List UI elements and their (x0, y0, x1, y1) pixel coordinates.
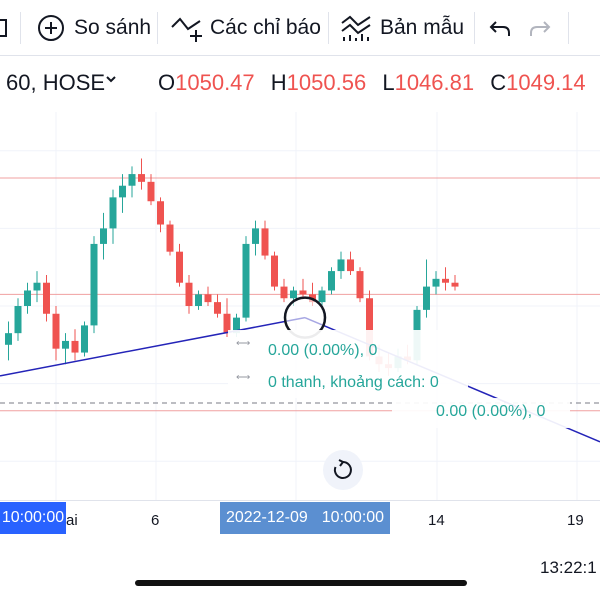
candle-body (451, 282, 459, 287)
ohlc-open-value: 1050.47 (175, 70, 255, 95)
redo-icon (530, 21, 551, 36)
candle-body (147, 181, 155, 202)
measure-change: 0.00 (0.00%), 0 (268, 342, 378, 359)
candle-body (290, 290, 297, 299)
status-clock: 13:22:1 (540, 558, 597, 577)
candle-body (119, 185, 126, 198)
crosshair-time: 10:00:00 (321, 509, 385, 526)
ohlc-readout: O1050.47 H1050.56 L1046.81 C1049.14 (158, 70, 586, 96)
candle-body (43, 282, 50, 314)
candle-body (242, 243, 250, 318)
templates-label: Bản mẫu (380, 16, 465, 39)
candle-body (432, 278, 440, 287)
price-chart[interactable] (0, 112, 600, 500)
candle-body (24, 290, 31, 306)
toolbar-divider (474, 12, 475, 44)
candle-body (185, 282, 193, 306)
candle-body (100, 228, 107, 244)
candle-body (223, 313, 231, 334)
candle-body (5, 333, 12, 345)
reset-chart-button[interactable] (323, 450, 363, 490)
symbol-interval[interactable]: 60, HOSE (6, 70, 106, 95)
bars-icon: ⟷ (236, 372, 251, 383)
candle-body (138, 174, 145, 182)
candle-body (299, 290, 307, 295)
trendline (0, 316, 306, 377)
candle-body (347, 259, 354, 272)
candle-body (128, 174, 136, 186)
candle-body (366, 298, 373, 357)
time-axis-label: 19 (567, 512, 584, 529)
candle-body (328, 271, 335, 291)
candle-body (71, 340, 79, 353)
candle-body (109, 197, 117, 229)
indicators-icon (171, 17, 202, 42)
top-toolbar: So sánh Các chỉ báo Bản mẫu (0, 0, 600, 56)
ohlc-close-value: 1049.14 (506, 70, 586, 95)
reset-icon (333, 459, 352, 479)
ohlc-open-key: O (158, 70, 176, 95)
compare-label: So sánh (74, 16, 152, 39)
undo-icon (489, 21, 510, 36)
chevron-down-icon[interactable] (104, 72, 118, 91)
ohlc-high-value: 1050.56 (286, 70, 367, 95)
home-indicator (135, 580, 467, 586)
time-axis-label: 6 (151, 512, 160, 529)
templates-button[interactable]: Bản mẫu (340, 0, 464, 56)
symbol-bar (0, 56, 600, 112)
crosshair-time-badge: 2022-12-09 10:00:00 (220, 502, 390, 534)
ohlc-close-key: C (490, 70, 507, 95)
candle-body (176, 251, 183, 283)
toolbar-divider (568, 12, 569, 44)
range-icon: ⟷ (236, 338, 251, 349)
ohlc-low-value: 1046.81 (394, 70, 475, 95)
candle-body (33, 282, 41, 291)
candle-body (233, 317, 240, 334)
ohlc-low-key: L (382, 70, 395, 95)
candle-body (14, 306, 22, 334)
crosshair-date: 2022-12-09 (225, 509, 308, 526)
toolbar-partial-icon[interactable] (0, 0, 12, 56)
candle-body (157, 201, 164, 225)
candle-body (195, 294, 202, 306)
candle-body (442, 278, 449, 283)
candle-body (81, 325, 88, 353)
candle-body (252, 228, 259, 244)
compare-button[interactable]: So sánh (36, 0, 151, 56)
candle-body (204, 294, 212, 303)
candle-body (62, 340, 69, 349)
toolbar-divider (328, 12, 329, 44)
candle-body (166, 224, 174, 252)
candle-body (423, 286, 430, 310)
time-axis-left-badge: 10:00:00 (0, 502, 66, 534)
redo-button[interactable] (528, 0, 552, 56)
candle-body (337, 259, 345, 272)
price-tooltip-change: 0.00 (0.00%), 0 (436, 403, 546, 420)
candle-body (90, 243, 98, 326)
toolbar-divider (157, 12, 158, 44)
time-axis-label: ai (66, 512, 78, 529)
indicators-button[interactable]: Các chỉ báo (170, 0, 321, 56)
candle-body (271, 255, 278, 287)
indicators-label: Các chỉ báo (210, 16, 321, 39)
ohlc-high-key: H (270, 70, 287, 95)
plus-circle-icon (38, 15, 64, 41)
time-axis-label: 14 (428, 512, 445, 529)
candle-body (214, 302, 221, 314)
candle-body (318, 290, 326, 303)
toolbar-divider (20, 12, 21, 44)
measure-tooltip (228, 330, 468, 398)
candle-body (356, 271, 364, 299)
undo-button[interactable] (488, 0, 512, 56)
candle-body (280, 286, 288, 299)
templates-icon (341, 15, 371, 41)
price-tooltip (392, 398, 570, 428)
candle-body (261, 228, 269, 256)
candle-body (52, 313, 60, 349)
measure-bars-distance: 0 thanh, khoảng cách: 0 (268, 374, 439, 391)
